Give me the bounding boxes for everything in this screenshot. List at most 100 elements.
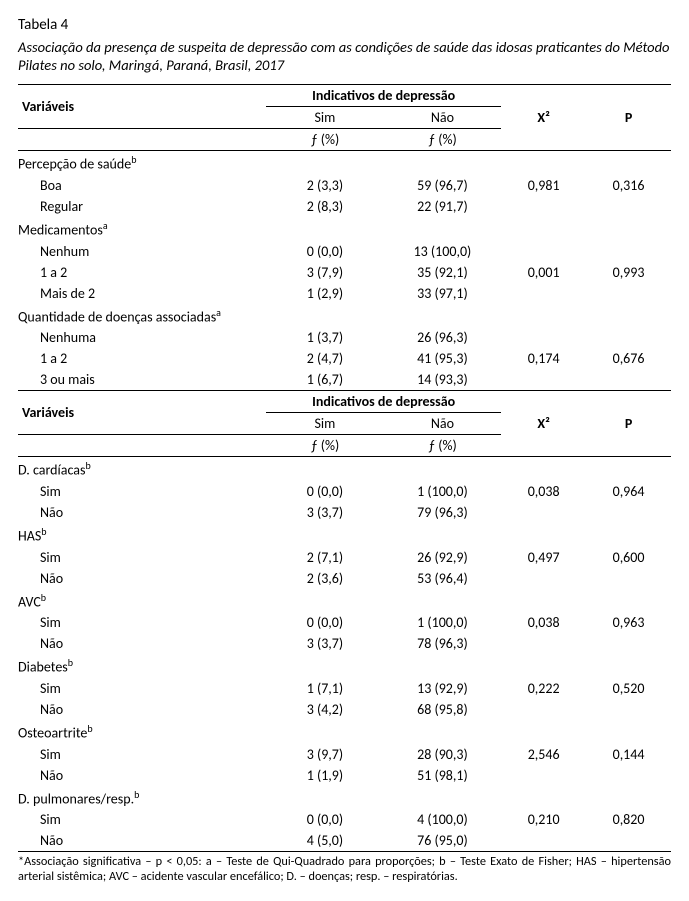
cell-x2: 0,210 bbox=[501, 809, 586, 830]
cell-nao: 51 (98,1) bbox=[384, 765, 502, 786]
cell-x2: 0,497 bbox=[501, 547, 586, 568]
group-header: D. pulmonares/resp.b bbox=[18, 786, 671, 810]
row-label: 1 a 2 bbox=[18, 348, 266, 369]
cell-nao: 79 (96,3) bbox=[384, 502, 502, 523]
cell-sim: 3 (4,2) bbox=[266, 699, 384, 720]
cell-nao: 26 (92,9) bbox=[384, 547, 502, 568]
cell-p: 0,963 bbox=[586, 612, 671, 633]
cell-sim: 1 (2,9) bbox=[266, 283, 384, 304]
hdr-p-2: P bbox=[586, 391, 671, 457]
cell-sim: 3 (3,7) bbox=[266, 502, 384, 523]
row-label: Nenhuma bbox=[18, 327, 266, 348]
hdr-fpct-nao: ƒ (%) bbox=[384, 129, 502, 151]
row-label: Sim bbox=[18, 744, 266, 765]
cell-x2: 0,174 bbox=[501, 348, 586, 369]
row-label: Sim bbox=[18, 481, 266, 502]
row-label: Sim bbox=[18, 547, 266, 568]
cell-nao: 68 (95,8) bbox=[384, 699, 502, 720]
cell-nao: 13 (92,9) bbox=[384, 678, 502, 699]
cell-nao: 26 (96,3) bbox=[384, 327, 502, 348]
row-label: Não bbox=[18, 633, 266, 654]
cell-sim: 1 (1,9) bbox=[266, 765, 384, 786]
stats-table: Variáveis Indicativos de depressão X² P … bbox=[18, 84, 671, 852]
group-header: Osteoartriteb bbox=[18, 720, 671, 744]
row-label: Não bbox=[18, 830, 266, 852]
hdr-nao-2: Não bbox=[384, 413, 502, 435]
group-header: HASb bbox=[18, 523, 671, 547]
group-header: Medicamentosa bbox=[18, 217, 671, 241]
cell-p: 0,676 bbox=[586, 348, 671, 369]
hdr-p: P bbox=[586, 85, 671, 151]
cell-sim: 1 (7,1) bbox=[266, 678, 384, 699]
row-label: Sim bbox=[18, 678, 266, 699]
cell-sim: 0 (0,0) bbox=[266, 481, 384, 502]
cell-nao: 14 (93,3) bbox=[384, 369, 502, 391]
row-label: Nenhum bbox=[18, 241, 266, 262]
cell-nao: 41 (95,3) bbox=[384, 348, 502, 369]
cell-nao: 13 (100,0) bbox=[384, 241, 502, 262]
cell-sim: 1 (6,7) bbox=[266, 369, 384, 391]
hdr-fpct-sim-2: ƒ (%) bbox=[266, 435, 384, 457]
cell-p: 0,316 bbox=[586, 175, 671, 196]
cell-p: 0,993 bbox=[586, 262, 671, 283]
row-label: Não bbox=[18, 568, 266, 589]
cell-nao: 78 (96,3) bbox=[384, 633, 502, 654]
hdr-sim-2: Sim bbox=[266, 413, 384, 435]
row-label: Boa bbox=[18, 175, 266, 196]
cell-sim: 0 (0,0) bbox=[266, 241, 384, 262]
cell-p: 0,144 bbox=[586, 744, 671, 765]
cell-x2: 2,546 bbox=[501, 744, 586, 765]
hdr-x2-2: X² bbox=[501, 391, 586, 457]
group-header: Percepção de saúdeb bbox=[18, 151, 671, 175]
hdr-indicativos-2: Indicativos de depressão bbox=[266, 391, 501, 413]
group-header: AVCb bbox=[18, 589, 671, 613]
hdr-fpct-nao-2: ƒ (%) bbox=[384, 435, 502, 457]
cell-sim: 2 (4,7) bbox=[266, 348, 384, 369]
cell-p: 0,820 bbox=[586, 809, 671, 830]
cell-nao: 59 (96,7) bbox=[384, 175, 502, 196]
cell-sim: 3 (3,7) bbox=[266, 633, 384, 654]
row-label: Regular bbox=[18, 196, 266, 217]
cell-nao: 28 (90,3) bbox=[384, 744, 502, 765]
cell-nao: 22 (91,7) bbox=[384, 196, 502, 217]
cell-sim: 0 (0,0) bbox=[266, 612, 384, 633]
cell-sim: 0 (0,0) bbox=[266, 809, 384, 830]
cell-x2: 0,001 bbox=[501, 262, 586, 283]
cell-x2: 0,222 bbox=[501, 678, 586, 699]
row-label: Não bbox=[18, 765, 266, 786]
hdr-x2: X² bbox=[501, 85, 586, 151]
row-label: Sim bbox=[18, 612, 266, 633]
row-label: 3 ou mais bbox=[18, 369, 266, 391]
row-label: Não bbox=[18, 699, 266, 720]
cell-x2: 0,038 bbox=[501, 612, 586, 633]
cell-sim: 2 (3,3) bbox=[266, 175, 384, 196]
cell-nao: 33 (97,1) bbox=[384, 283, 502, 304]
cell-p: 0,520 bbox=[586, 678, 671, 699]
cell-sim: 2 (7,1) bbox=[266, 547, 384, 568]
cell-sim: 2 (8,3) bbox=[266, 196, 384, 217]
cell-nao: 76 (95,0) bbox=[384, 830, 502, 852]
cell-nao: 1 (100,0) bbox=[384, 481, 502, 502]
table-caption: Associação da presença de suspeita de de… bbox=[18, 38, 671, 74]
cell-p: 0,964 bbox=[586, 481, 671, 502]
cell-nao: 1 (100,0) bbox=[384, 612, 502, 633]
cell-sim: 3 (7,9) bbox=[266, 262, 384, 283]
row-label: 1 a 2 bbox=[18, 262, 266, 283]
table-number: Tabela 4 bbox=[18, 16, 671, 34]
hdr-sim: Sim bbox=[266, 107, 384, 129]
cell-sim: 1 (3,7) bbox=[266, 327, 384, 348]
hdr-nao: Não bbox=[384, 107, 502, 129]
cell-nao: 4 (100,0) bbox=[384, 809, 502, 830]
cell-sim: 4 (5,0) bbox=[266, 830, 384, 852]
cell-nao: 35 (92,1) bbox=[384, 262, 502, 283]
row-label: Mais de 2 bbox=[18, 283, 266, 304]
cell-sim: 3 (9,7) bbox=[266, 744, 384, 765]
hdr-variaveis-2: Variáveis bbox=[18, 391, 266, 435]
cell-p: 0,600 bbox=[586, 547, 671, 568]
cell-nao: 53 (96,4) bbox=[384, 568, 502, 589]
row-label: Sim bbox=[18, 809, 266, 830]
cell-sim: 2 (3,6) bbox=[266, 568, 384, 589]
hdr-indicativos: Indicativos de depressão bbox=[266, 85, 501, 107]
table-footnote: *Associação significativa – p < 0,05: a … bbox=[18, 855, 671, 885]
group-header: Diabetesb bbox=[18, 654, 671, 678]
